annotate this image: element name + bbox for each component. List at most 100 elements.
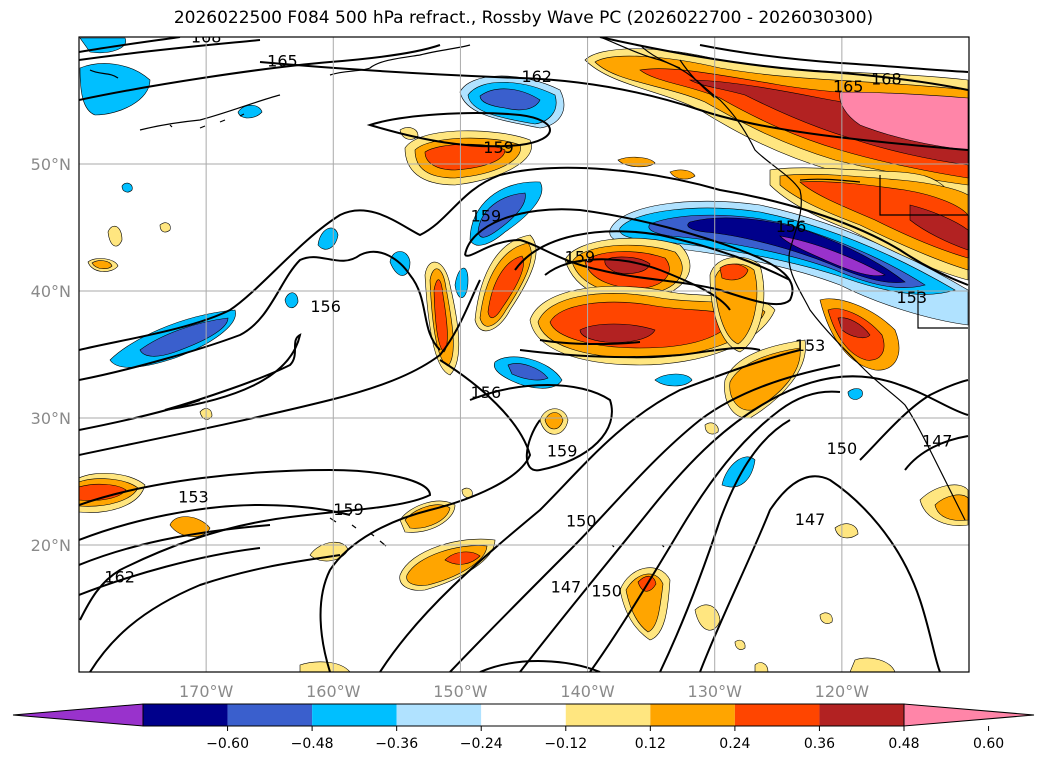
- colorbar-segment: [565, 704, 651, 726]
- shade-patch: [719, 263, 749, 281]
- contour-label: 156: [471, 383, 502, 402]
- colorbar-extend-low: [12, 703, 144, 727]
- colorbar-tick-label: −0.24: [460, 736, 503, 752]
- lon-tick-label: 120°W: [815, 682, 870, 701]
- contour-line: [79, 44, 441, 101]
- contour-label: 159: [547, 442, 578, 461]
- shade-patch: [909, 204, 969, 251]
- coastline: [639, 44, 716, 99]
- colorbar-segment: [734, 704, 820, 726]
- shade-patch: [169, 516, 211, 537]
- shade-patch: [625, 573, 664, 633]
- colorbar-tick-label: 0.60: [973, 736, 1004, 752]
- lon-tick-label: 160°W: [306, 682, 361, 701]
- coastline: [139, 94, 281, 131]
- contour-line: [366, 112, 551, 148]
- shade-patch: [839, 91, 969, 151]
- colorbar-segment: [143, 704, 228, 726]
- colorbar-tick-label: −0.60: [206, 736, 249, 752]
- contour-labels: 168 165 162 168 165 159 159 156 159 156 153 153 156 1…: [104, 28, 953, 600]
- contour-label: 147: [922, 431, 953, 450]
- contour-line: [79, 166, 969, 351]
- contour-line: [659, 419, 791, 672]
- map-frame: [78, 36, 970, 673]
- gridlines: [79, 37, 969, 672]
- shade-patch: [121, 182, 133, 193]
- contour-label: 168: [191, 28, 222, 47]
- contour-line: [259, 61, 969, 151]
- contour-line: [79, 468, 432, 621]
- shade-patch: [433, 279, 448, 353]
- coastline: [89, 69, 119, 79]
- contour-line: [519, 346, 761, 359]
- shade-patch: [847, 388, 863, 400]
- lat-tick-label: 20°N: [31, 536, 71, 555]
- shade-patch: [507, 363, 549, 381]
- colorbar-segment: [819, 704, 904, 726]
- contour-label: 153: [178, 487, 209, 506]
- colorbar-tick-label: −0.12: [544, 736, 587, 752]
- island: [169, 124, 173, 128]
- shade-patch: [669, 169, 696, 180]
- contour-label: 153: [795, 336, 826, 355]
- contour-label: 147: [551, 577, 582, 596]
- latitude-labels: 20°N 30°N 40°N 50°N: [31, 155, 71, 555]
- contour-label: 159: [483, 138, 514, 157]
- contour-line: [439, 279, 481, 356]
- shade-patch: [694, 604, 721, 631]
- coastlines: [89, 37, 968, 521]
- contour-line: [539, 339, 641, 346]
- contour-line: [449, 364, 841, 672]
- shade-patch: [479, 88, 541, 111]
- contour-line: [79, 39, 261, 61]
- contour-label: 156: [776, 217, 807, 236]
- contour-label: 165: [833, 77, 864, 96]
- lat-tick-label: 30°N: [31, 409, 71, 428]
- contour-line: [699, 44, 969, 73]
- shade-patch: [834, 523, 859, 539]
- contour-line: [599, 37, 969, 91]
- shade-patch: [837, 317, 871, 339]
- contour-line: [699, 475, 941, 672]
- contour-line: [79, 250, 441, 381]
- colorbar: −0.60 −0.48 −0.36 −0.24 −0.12 0.12 0.24 0.36 0.4…: [12, 703, 1035, 752]
- contour-line: [859, 379, 969, 461]
- contour-line: [514, 230, 791, 281]
- shade-patch: [444, 551, 481, 565]
- colorbar-segment: [312, 704, 397, 726]
- contour-label: 147: [795, 510, 826, 529]
- contour-label: 159: [471, 207, 502, 226]
- shade-patch: [487, 255, 524, 319]
- shade-patch: [477, 192, 526, 238]
- contour-label: 159: [333, 500, 364, 519]
- contour-line: [79, 547, 261, 596]
- contour-label: 162: [104, 567, 135, 586]
- lon-tick-label: 150°W: [433, 682, 488, 701]
- shade-patch: [404, 504, 451, 529]
- contour-label: 165: [267, 52, 298, 71]
- lon-tick-label: 140°W: [560, 682, 615, 701]
- colorbar-segment: [650, 704, 735, 726]
- coastline: [799, 175, 968, 329]
- shade-patch: [654, 373, 693, 387]
- contour-line: [79, 524, 271, 566]
- shade-patch: [107, 225, 123, 247]
- contour-line: [464, 208, 794, 306]
- contour-line: [319, 359, 532, 672]
- contour-label: 150: [591, 581, 622, 600]
- longitude-labels: 170°W 160°W 150°W 140°W 130°W 120°W: [179, 682, 869, 701]
- colorbar-segment: [227, 704, 313, 726]
- shade-patch: [934, 494, 969, 521]
- lat-tick-label: 40°N: [31, 282, 71, 301]
- colorbar-extend-high: [903, 703, 1035, 727]
- shade-patch: [454, 267, 469, 298]
- map-panel: 168 165 162 168 165 159 159 156 159 156 153 153 156 1…: [79, 28, 969, 672]
- colorbar-segment: [396, 704, 482, 726]
- colorbar-segment: [481, 704, 566, 726]
- contour-label: 162: [521, 67, 552, 86]
- shade-patch: [734, 639, 746, 650]
- lat-tick-label: 50°N: [31, 155, 71, 174]
- contour-line: [519, 375, 969, 672]
- contour-line: [89, 554, 341, 672]
- height-contours: [79, 37, 969, 672]
